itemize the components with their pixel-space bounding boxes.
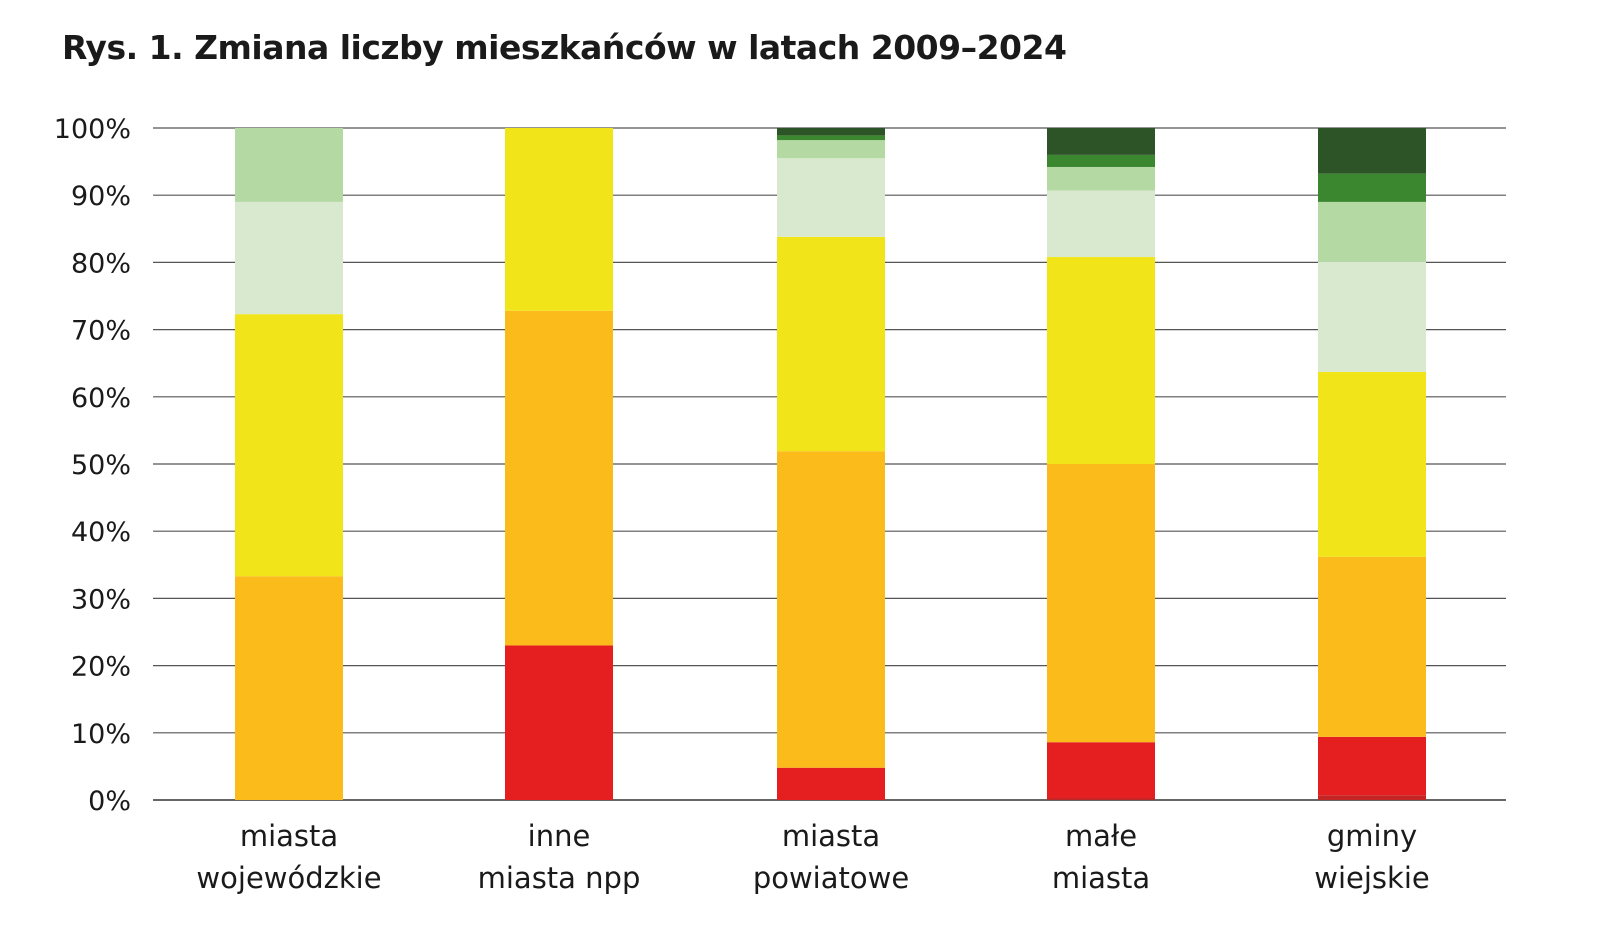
bar-segment xyxy=(235,576,343,800)
chart-title: Rys. 1. Zmiana liczby mieszkańców w lata… xyxy=(62,28,1067,67)
bar-segment xyxy=(1318,173,1426,202)
bar-segment xyxy=(505,310,613,646)
x-category-label-line: małe xyxy=(1065,819,1137,853)
bar-segment xyxy=(1318,261,1426,372)
bar-segment xyxy=(777,451,885,768)
x-category-label-line: miasta xyxy=(782,819,880,853)
y-tick-label: 100% xyxy=(54,114,131,145)
x-category-label-line: miasta xyxy=(1052,861,1150,895)
y-tick-label: 80% xyxy=(71,248,131,279)
y-axis-tick-labels: 0% 10% 20% 30% 40% 50% 60% 70% 80% 90% 100% xyxy=(54,114,131,817)
bar-segment xyxy=(1318,736,1426,796)
bar-segment xyxy=(777,128,885,136)
y-tick-label: 20% xyxy=(71,652,131,683)
bar-segment xyxy=(1318,371,1426,557)
bar-segment xyxy=(1047,742,1155,798)
x-category-label: małe miasta xyxy=(1052,819,1150,895)
x-category-label: gminy wiejskie xyxy=(1314,819,1429,895)
bar-segment xyxy=(235,314,343,577)
x-category-label: miasta powiatowe xyxy=(753,819,909,895)
bar-segment xyxy=(777,140,885,159)
bars xyxy=(235,128,1426,800)
y-tick-label: 60% xyxy=(71,383,131,414)
y-tick-label: 50% xyxy=(71,450,131,481)
bar-segment xyxy=(1047,190,1155,258)
y-tick-label: 10% xyxy=(71,719,131,750)
bar-segment xyxy=(235,128,343,202)
bar-segment xyxy=(1047,464,1155,743)
x-category-label-line: gminy xyxy=(1327,819,1417,853)
bar-segment xyxy=(777,135,885,141)
x-category-label-line: miasta xyxy=(240,819,338,853)
x-category-label-line: wiejskie xyxy=(1314,861,1429,895)
y-tick-label: 70% xyxy=(71,316,131,347)
bar-segment xyxy=(1318,556,1426,737)
bar-segment xyxy=(1047,154,1155,167)
bar-segment xyxy=(1047,128,1155,155)
y-tick-label: 30% xyxy=(71,584,131,615)
bar-segment xyxy=(777,767,885,800)
bar-segment xyxy=(505,645,613,800)
x-category-label-line: inne xyxy=(528,819,591,853)
y-tick-label: 40% xyxy=(71,517,131,548)
bar-segment xyxy=(777,158,885,237)
x-category-label: miasta wojewódzkie xyxy=(196,819,381,895)
bar-segment xyxy=(1318,795,1426,800)
bar-segment xyxy=(1047,166,1155,191)
x-category-label-line: wojewódzkie xyxy=(196,861,381,895)
bar-segment xyxy=(1318,128,1426,174)
bar-segment xyxy=(505,128,613,311)
x-category-label: inne miasta npp xyxy=(478,819,641,895)
y-tick-label: 90% xyxy=(71,181,131,212)
bar-segment xyxy=(235,201,343,315)
bar-segment xyxy=(1047,797,1155,800)
y-tick-label: 0% xyxy=(88,786,131,817)
x-category-label-line: miasta npp xyxy=(478,861,641,895)
bar-segment xyxy=(1047,257,1155,464)
x-axis-category-labels: miasta wojewódzkie inne miasta npp miasta pow… xyxy=(196,819,1429,895)
bar-segment xyxy=(1318,201,1426,262)
bar-segment xyxy=(777,236,885,452)
x-category-label-line: powiatowe xyxy=(753,861,909,895)
